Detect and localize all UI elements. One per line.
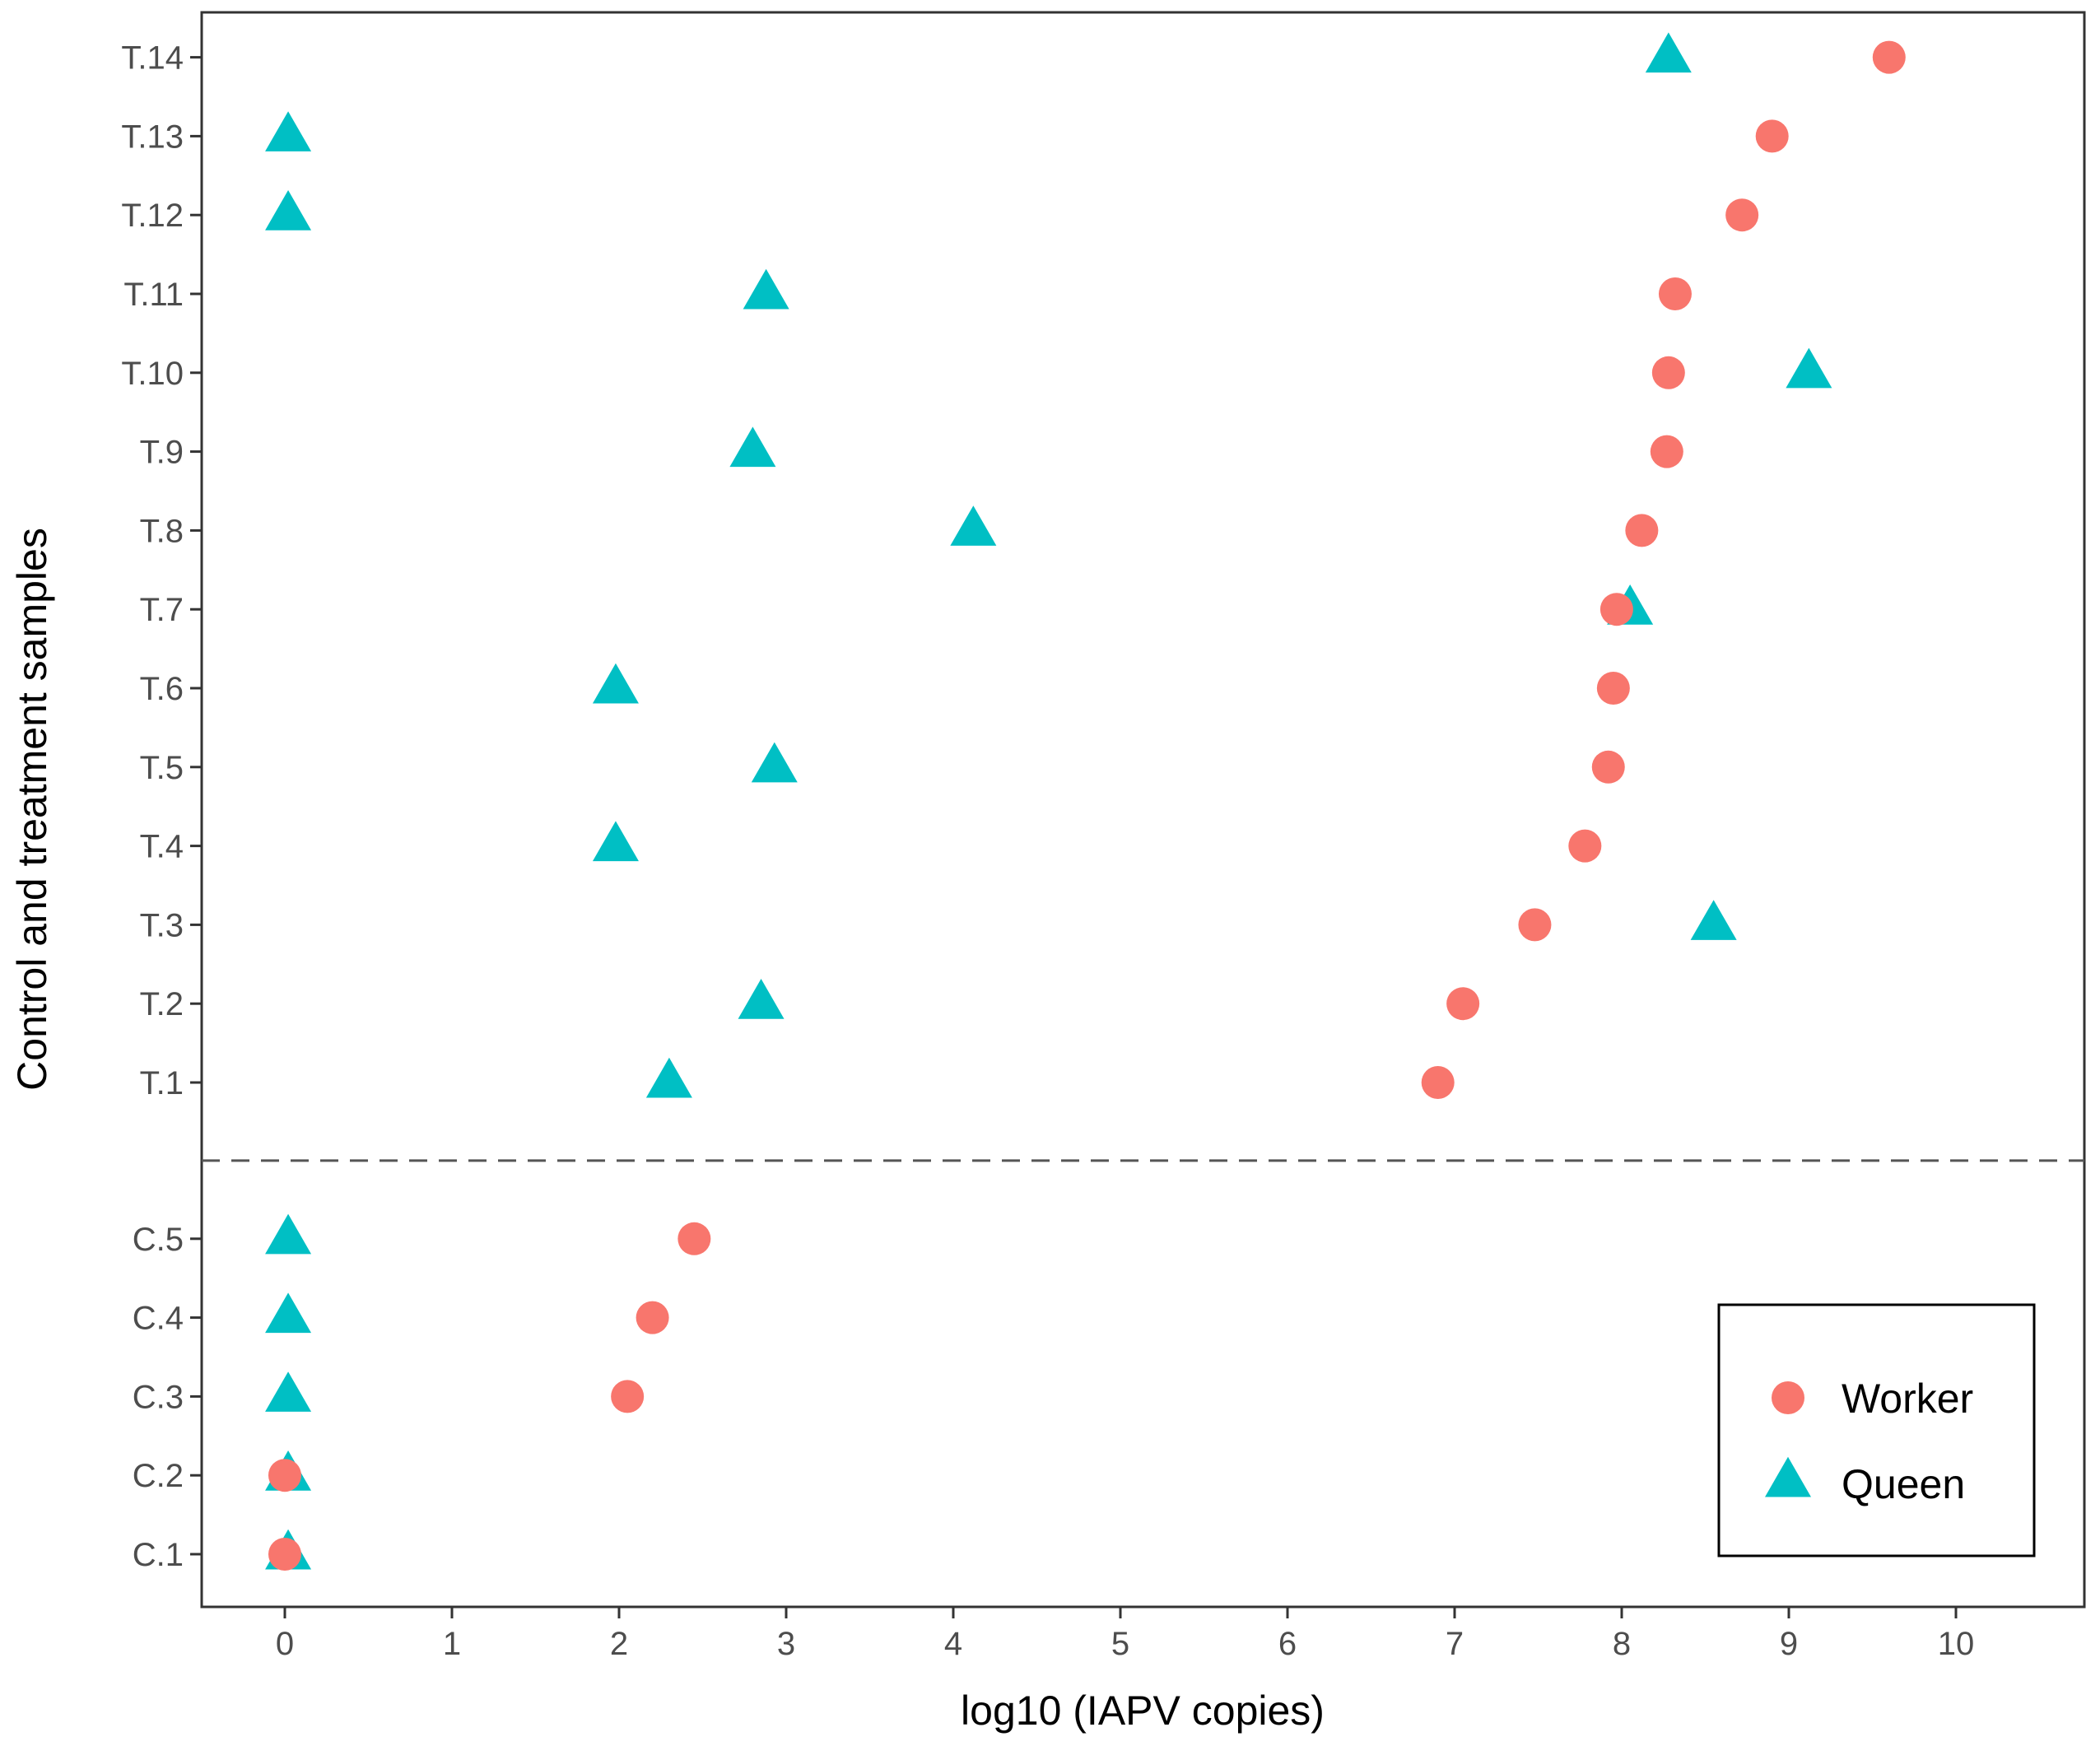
queen-point-C.5	[265, 1213, 312, 1255]
y-tick-label-C.5: C.5	[133, 1222, 184, 1258]
queen-point-T.9	[729, 426, 776, 468]
worker-point-T.11	[1658, 277, 1692, 310]
x-tick-label-2: 2	[610, 1626, 628, 1662]
worker-point-C.1	[268, 1538, 301, 1571]
y-tick-label-T.10: T.10	[121, 356, 184, 392]
x-axis-title: log10 (IAPV copies)	[961, 1688, 1325, 1734]
worker-point-T.7	[1599, 593, 1633, 626]
worker-point-C.2	[268, 1459, 301, 1492]
x-tick-label-3: 3	[777, 1626, 795, 1662]
queen-point-T.11	[743, 268, 789, 310]
legend-box	[1717, 1303, 2036, 1557]
y-tick-label-C.2: C.2	[133, 1458, 184, 1494]
queen-point-T.6	[592, 663, 639, 704]
y-tick-label-C.4: C.4	[133, 1301, 184, 1337]
queen-point-T.3	[1690, 900, 1737, 940]
worker-point-T.12	[1725, 198, 1759, 232]
worker-point-T.10	[1651, 356, 1685, 389]
x-tick-label-7: 7	[1446, 1626, 1464, 1662]
y-tick-label-T.1: T.1	[140, 1065, 184, 1101]
x-tick-label-8: 8	[1613, 1626, 1631, 1662]
legend-queen-label: Queen	[1842, 1461, 1965, 1507]
queen-point-C.4	[265, 1292, 312, 1334]
queen-point-T.14	[1645, 32, 1692, 73]
y-tick-label-T.11: T.11	[123, 277, 184, 313]
worker-point-C.5	[677, 1222, 711, 1255]
queen-point-T.1	[645, 1057, 692, 1098]
worker-point-T.3	[1518, 908, 1552, 942]
worker-point-T.5	[1591, 750, 1625, 784]
queen-point-T.12	[265, 189, 312, 230]
y-tick-label-T.6: T.6	[140, 671, 184, 707]
y-tick-label-T.9: T.9	[140, 435, 184, 471]
y-tick-label-C.1: C.1	[133, 1537, 184, 1573]
y-axis-title: Control and treatment samples	[9, 528, 55, 1091]
x-axis: 0 1 2 3 4 5 6 7 8 9 10	[276, 1607, 1974, 1662]
worker-point-T.1	[1421, 1066, 1455, 1099]
queen-point-T.2	[738, 978, 785, 1019]
legend-queen-marker	[1765, 1456, 1811, 1497]
y-tick-label-T.5: T.5	[140, 750, 184, 786]
queen-point-T.5	[751, 742, 798, 783]
y-tick-label-T.2: T.2	[140, 986, 184, 1022]
worker-point-T.8	[1625, 514, 1659, 547]
x-tick-label-4: 4	[944, 1626, 962, 1662]
x-tick-label-5: 5	[1111, 1626, 1129, 1662]
legend-worker-marker	[1772, 1381, 1804, 1414]
y-tick-label-T.4: T.4	[140, 829, 184, 865]
legend-worker-label: Worker	[1842, 1376, 1973, 1422]
queen-point-T.13	[265, 111, 312, 151]
y-tick-label-T.7: T.7	[140, 592, 184, 628]
worker-point-C.4	[636, 1301, 669, 1334]
x-tick-label-10: 10	[1938, 1626, 1975, 1662]
legend: Worker Queen	[1717, 1303, 2036, 1557]
y-tick-label-T.8: T.8	[140, 513, 184, 549]
worker-point-T.9	[1650, 435, 1683, 468]
worker-point-C.3	[611, 1380, 645, 1413]
x-tick-label-1: 1	[443, 1626, 461, 1662]
queen-point-T.4	[592, 821, 639, 862]
worker-point-T.4	[1568, 829, 1602, 863]
y-axis: C.1 C.2 C.3 C.4 C.5 T.1 T.2 T.3 T.4 T.5 T.6 T.7 T.8 T…	[121, 40, 202, 1573]
worker-point-T.6	[1596, 672, 1630, 705]
queen-point-C.3	[265, 1371, 312, 1412]
x-tick-label-6: 6	[1278, 1626, 1297, 1662]
queen-point-T.8	[950, 505, 997, 546]
data-points	[265, 32, 1906, 1571]
y-tick-label-T.14: T.14	[121, 40, 184, 77]
x-tick-label-9: 9	[1780, 1626, 1798, 1662]
y-tick-label-T.12: T.12	[121, 198, 184, 234]
worker-point-T.13	[1755, 119, 1789, 153]
worker-point-T.14	[1872, 40, 1906, 74]
y-tick-label-T.13: T.13	[121, 119, 184, 155]
x-tick-label-0: 0	[276, 1626, 294, 1662]
queen-point-T.10	[1786, 347, 1832, 389]
y-tick-label-C.3: C.3	[133, 1379, 184, 1415]
worker-point-T.2	[1446, 987, 1480, 1021]
y-tick-label-T.3: T.3	[140, 907, 184, 943]
